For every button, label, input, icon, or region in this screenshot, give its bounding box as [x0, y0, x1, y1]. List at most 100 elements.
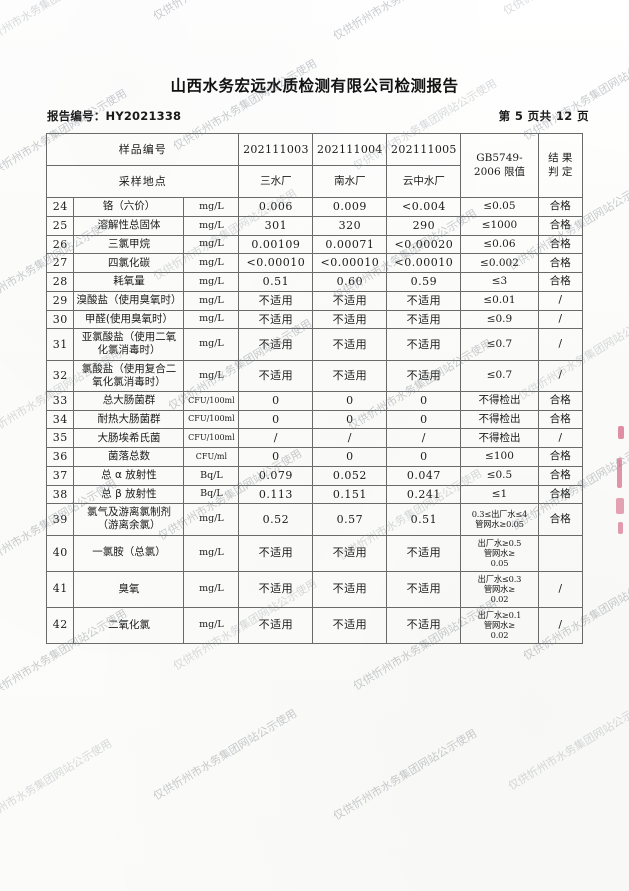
row-item-name: 甲醛(使用臭氧时） [73, 309, 185, 330]
report-number: 报告编号：HY2021338 [47, 109, 182, 123]
row-result: 合格 [537, 465, 584, 486]
row-value-1: 0.57 [312, 503, 388, 536]
row-value-1: 不适用 [312, 359, 388, 392]
row-value-2: <0.004 [386, 197, 462, 217]
row-value-0: 不适用 [238, 534, 314, 572]
watermark-text: 仅供忻州市水务集团网站公示使用 [500, 0, 629, 19]
row-value-0: 不适用 [238, 570, 314, 608]
row-value-2: <0.00010 [386, 253, 462, 273]
row-limit: 出厂水≤0.3 管网水≥ 0.02 [460, 570, 539, 608]
row-number: 25 [45, 215, 75, 236]
row-item-name: 总大肠菌群 [73, 390, 185, 411]
row-number: 33 [45, 390, 75, 411]
row-number: 29 [45, 290, 75, 311]
row-item-name: 耗氧量 [73, 272, 185, 292]
row-value-2: 0 [386, 390, 462, 411]
row-number: 39 [45, 503, 75, 536]
row-value-0: 不适用 [238, 290, 314, 311]
row-value-2: 0.047 [386, 465, 462, 486]
row-limit: ≤0.002 [460, 253, 539, 273]
row-item-name: 二氧化氯 [73, 606, 185, 644]
row-value-1: 不适用 [312, 328, 388, 361]
row-unit: mg/L [183, 253, 240, 273]
row-value-2: 不适用 [386, 290, 462, 311]
row-item-name: 四氯化碳 [73, 253, 185, 273]
row-value-2: / [386, 428, 462, 448]
row-value-1: 0 [312, 390, 388, 411]
row-unit: CFU/100ml [183, 428, 240, 448]
row-result: 合格 [537, 409, 584, 430]
watermark-text: 仅供忻州市水务集团网站公示使用 [0, 0, 120, 53]
header-sample-id-2: 202111005 [386, 133, 462, 166]
watermark-text: 仅供忻州市水务集团网站公示使用 [331, 726, 480, 823]
page-indicator: 第 5 页共 12 页 [498, 109, 589, 123]
row-value-2: 0.241 [386, 484, 462, 505]
row-value-2: 0.51 [386, 503, 462, 536]
row-value-2: 0 [386, 447, 462, 467]
row-value-1: 0.151 [312, 484, 388, 505]
row-unit: mg/L [183, 309, 240, 330]
row-unit: mg/L [183, 215, 240, 236]
table-row: 29 溴酸盐（使用臭氧时） mg/L 不适用 不适用 不适用 ≤0.01/ [45, 290, 584, 311]
row-unit: mg/L [183, 197, 240, 217]
row-unit: mg/L [183, 272, 240, 292]
header-site-2: 云中水厂 [386, 165, 462, 198]
red-seal-fragment [613, 424, 629, 552]
row-result: 合格 [537, 215, 584, 236]
row-number: 40 [45, 534, 75, 572]
row-value-1: 320 [312, 215, 388, 236]
watermark-text: 仅供忻州市水务集团网站公示使用 [330, 0, 480, 44]
row-result: / [537, 309, 584, 330]
row-item-name: 总 α 放射性 [73, 465, 185, 486]
page-title: 山西水务宏远水质检测有限公司检测报告 [170, 77, 459, 95]
header-site-0: 三水厂 [238, 165, 314, 198]
row-value-1: 0 [312, 447, 388, 467]
row-limit: 出厂水≥0.1 管网水≥ 0.02 [460, 606, 539, 644]
row-unit: mg/L [183, 328, 240, 361]
row-value-1: 0 [312, 409, 388, 430]
header-sampling-site-label: 采样地点 [45, 165, 240, 198]
row-item-name: 溶解性总固体 [73, 215, 185, 236]
row-value-2: 不适用 [386, 328, 462, 361]
row-value-2: 0 [386, 409, 462, 430]
row-unit: mg/L [183, 234, 240, 255]
row-limit: ≤0.7 [460, 328, 539, 361]
row-result: 合格 [537, 253, 584, 273]
row-item-name: 亚氯酸盐（使用二氧化氯消毒时） [73, 328, 185, 361]
row-unit: CFU/100ml [183, 390, 240, 411]
row-limit: 不得检出 [460, 409, 539, 430]
table-row: 33 总大肠菌群 CFU/100ml 0 0 0 不得检出 合格 [45, 390, 584, 411]
row-value-2: <0.00020 [386, 234, 462, 255]
row-result: / [537, 570, 584, 608]
row-number: 38 [45, 484, 75, 505]
row-value-0: 不适用 [238, 606, 314, 644]
row-limit: ≤0.01 [460, 290, 539, 311]
row-number: 26 [45, 234, 75, 255]
row-limit: ≤1000 [460, 215, 539, 236]
row-limit: ≤1 [460, 484, 539, 505]
row-value-0: 0.51 [238, 272, 314, 292]
water-quality-table: 样品编号 202111003 202111004 202111005 GB5749- 20… [45, 133, 584, 644]
row-unit: Bq/L [183, 484, 240, 505]
row-value-2: 不适用 [386, 309, 462, 330]
row-value-2: 不适用 [386, 359, 462, 392]
row-result: / [537, 359, 584, 392]
row-number: 36 [45, 447, 75, 467]
row-value-0: 0.006 [238, 197, 314, 217]
row-number: 24 [45, 197, 75, 217]
row-value-0: 不适用 [238, 328, 314, 361]
table-row: 39 氯气及游离氯制剂（游离余氯） mg/L 0.52 0.57 0.51 0.3≤出厂水≤… [45, 503, 584, 536]
table-row: 38 总 β 放射性 Bq/L 0.113 0.151 0.241 ≤1 合格 [45, 484, 584, 505]
table-row: 40 一氯胺（总氯） mg/L 不适用 不适用 不适用 出厂水≥0.5 管网水≥ 0.05 [45, 534, 584, 572]
table-header-row-sample-no: 样品编号 202111003 202111004 202111005 GB5749- 20… [45, 133, 584, 198]
row-value-1: 0.60 [312, 272, 388, 292]
table-row: 34 耐热大肠菌群 CFU/100ml 0 0 0 不得检出 合格 [45, 409, 584, 430]
row-value-0: 0 [238, 390, 314, 411]
row-value-1: 不适用 [312, 570, 388, 608]
row-value-0: 不适用 [238, 359, 314, 392]
row-unit: CFU/ml [183, 447, 240, 467]
row-item-name: 总 β 放射性 [73, 484, 185, 505]
table-row: 28 耗氧量 mg/L 0.51 0.60 0.59 ≤3 合格 [45, 272, 584, 292]
table-header-row-site: 采样地点 三水厂 南水厂 云中水厂 [45, 165, 583, 198]
